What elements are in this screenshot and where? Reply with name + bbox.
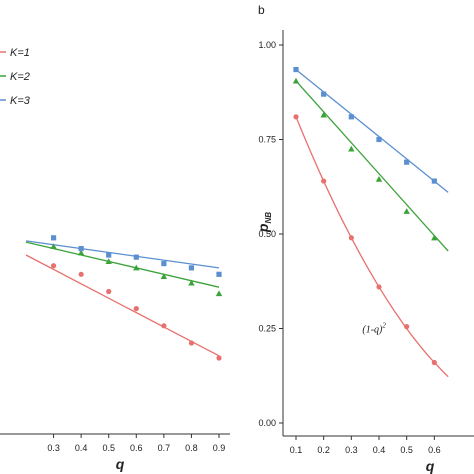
- panel-b-data-point: [348, 114, 354, 120]
- panel-b-fit-line: [295, 69, 449, 193]
- panel-a-data-point: [216, 271, 222, 277]
- panel-a-data-point: [215, 290, 223, 297]
- panel-a-legend-label: K=2: [10, 71, 30, 83]
- panel-b-fit-annotation: (1-q)2: [362, 321, 386, 335]
- panel-a-x-tick-label: 0.8: [185, 443, 198, 453]
- panel-b-y-axis-title-main: p: [255, 223, 271, 233]
- panel-a-x-tick-label: 0.6: [130, 443, 143, 453]
- panel-b-data-point: [292, 77, 300, 84]
- panel-a-data-point: [188, 340, 195, 346]
- panel-a-fit-line: [25, 240, 220, 269]
- panel-b-data-point: [321, 91, 327, 97]
- panel-a-data-point: [50, 263, 57, 269]
- panel-b-letter: b: [258, 3, 265, 17]
- panel-b-x-tick-label: 0.6: [428, 445, 441, 455]
- panel-a-x-tick-label: 0.4: [75, 443, 88, 453]
- panel-b-y-tick-label: 0.25: [258, 324, 276, 334]
- panel-b-x-ticks: 0.1 0.2 0.3 0.4 0.5 0.6: [290, 436, 441, 455]
- panel-a-fit-lines: [25, 240, 220, 357]
- panel-a-data-point: [161, 323, 167, 329]
- panel-a-legend: K=1 K=2 K=3: [0, 47, 31, 107]
- panel-a-data-point: [133, 254, 139, 260]
- panel-b-data-point: [404, 324, 410, 330]
- panel-a-x-tick-label: 0.7: [158, 443, 171, 453]
- panel-b-y-ticks: 0.00 0.25 0.50 0.75 1.00: [258, 40, 283, 428]
- panel-b-fit-curve: [295, 116, 449, 378]
- panel-b-points: [292, 66, 438, 366]
- panel-b-data-point: [320, 111, 327, 118]
- panel-b-data-point: [348, 235, 354, 241]
- panel-a-x-tick-label: 0.9: [213, 443, 226, 453]
- panel-b-y-axis-title: pNB: [255, 212, 273, 233]
- panel-a-data-point: [50, 235, 57, 241]
- panel-a: 0.3 0.4 0.5 0.6 0.7 0.8 0.9 q K=1 K=2 K=3: [0, 47, 230, 472]
- panel-b-data-point: [431, 359, 437, 366]
- panel-b-x-tick-label: 0.3: [345, 445, 358, 455]
- panel-b-annotation-base: (1-q): [362, 324, 383, 335]
- panel-a-data-point: [216, 355, 222, 361]
- panel-a-legend-label: K=3: [10, 95, 31, 107]
- panel-b-fit-lines: [295, 69, 449, 378]
- panel-a-data-point: [161, 260, 167, 267]
- panel-a-data-point: [78, 245, 84, 252]
- panel-a-data-point: [188, 279, 195, 286]
- panel-b-data-point: [403, 208, 410, 214]
- panel-b-x-tick-label: 0.4: [373, 445, 386, 455]
- panel-a-data-point: [133, 306, 139, 312]
- panel-a-data-point: [133, 264, 140, 271]
- panel-b-data-point: [375, 175, 383, 182]
- panel-b-data-point: [376, 136, 382, 143]
- panel-b-y-tick-label: 1.00: [258, 40, 276, 50]
- panel-b-x-tick-label: 0.1: [290, 445, 303, 455]
- panel-b: b 0.000.250.500.751.00 0.1 0.2 0.3 0.4 0.5 0.…: [255, 3, 474, 474]
- panel-b-fit-line: [295, 80, 449, 252]
- panel-a-data-point: [50, 243, 57, 249]
- panel-a-x-ticks: 0.3 0.4 0.5 0.6 0.7 0.8 0.9: [47, 434, 225, 453]
- panel-a-data-point: [77, 249, 85, 256]
- panel-a-points: [50, 235, 223, 361]
- panel-b-x-tick-label: 0.2: [317, 445, 330, 455]
- panel-b-data-point: [293, 66, 299, 73]
- panel-b-data-point: [321, 178, 327, 184]
- panel-b-data-point: [431, 178, 437, 184]
- panel-b-y-tick-label: 0.75: [258, 135, 276, 145]
- panel-a-data-point: [160, 273, 168, 280]
- panel-a-x-tick-label: 0.3: [47, 443, 60, 453]
- panel-b-data-point: [404, 159, 410, 165]
- panel-b-data-point: [293, 114, 299, 120]
- panel-a-x-tick-label: 0.5: [102, 443, 115, 453]
- panel-b-y-tick-label: 0.50: [258, 229, 276, 239]
- panel-b-data-point: [431, 234, 438, 241]
- panel-a-fit-line: [25, 254, 220, 357]
- panel-b-y-tick-label: 0.00: [258, 418, 276, 428]
- panel-a-data-point: [106, 252, 112, 258]
- panel-a-legend-label: K=1: [10, 47, 30, 59]
- panel-a-fit-line: [25, 241, 220, 288]
- panel-b-y-axis-title-subscript: NB: [264, 212, 273, 224]
- panel-a-data-point: [105, 258, 112, 264]
- panel-a-x-axis-title: q: [116, 456, 125, 472]
- panel-b-data-point: [376, 284, 382, 290]
- panel-a-data-point: [78, 271, 84, 277]
- panel-a-data-point: [188, 265, 195, 271]
- panel-b-annotation-exponent: 2: [382, 321, 386, 329]
- panel-b-x-tick-label: 0.5: [400, 445, 413, 455]
- panel-b-x-axis-title: q: [426, 458, 435, 474]
- panel-b-data-point: [348, 145, 355, 152]
- panel-a-data-point: [106, 288, 112, 295]
